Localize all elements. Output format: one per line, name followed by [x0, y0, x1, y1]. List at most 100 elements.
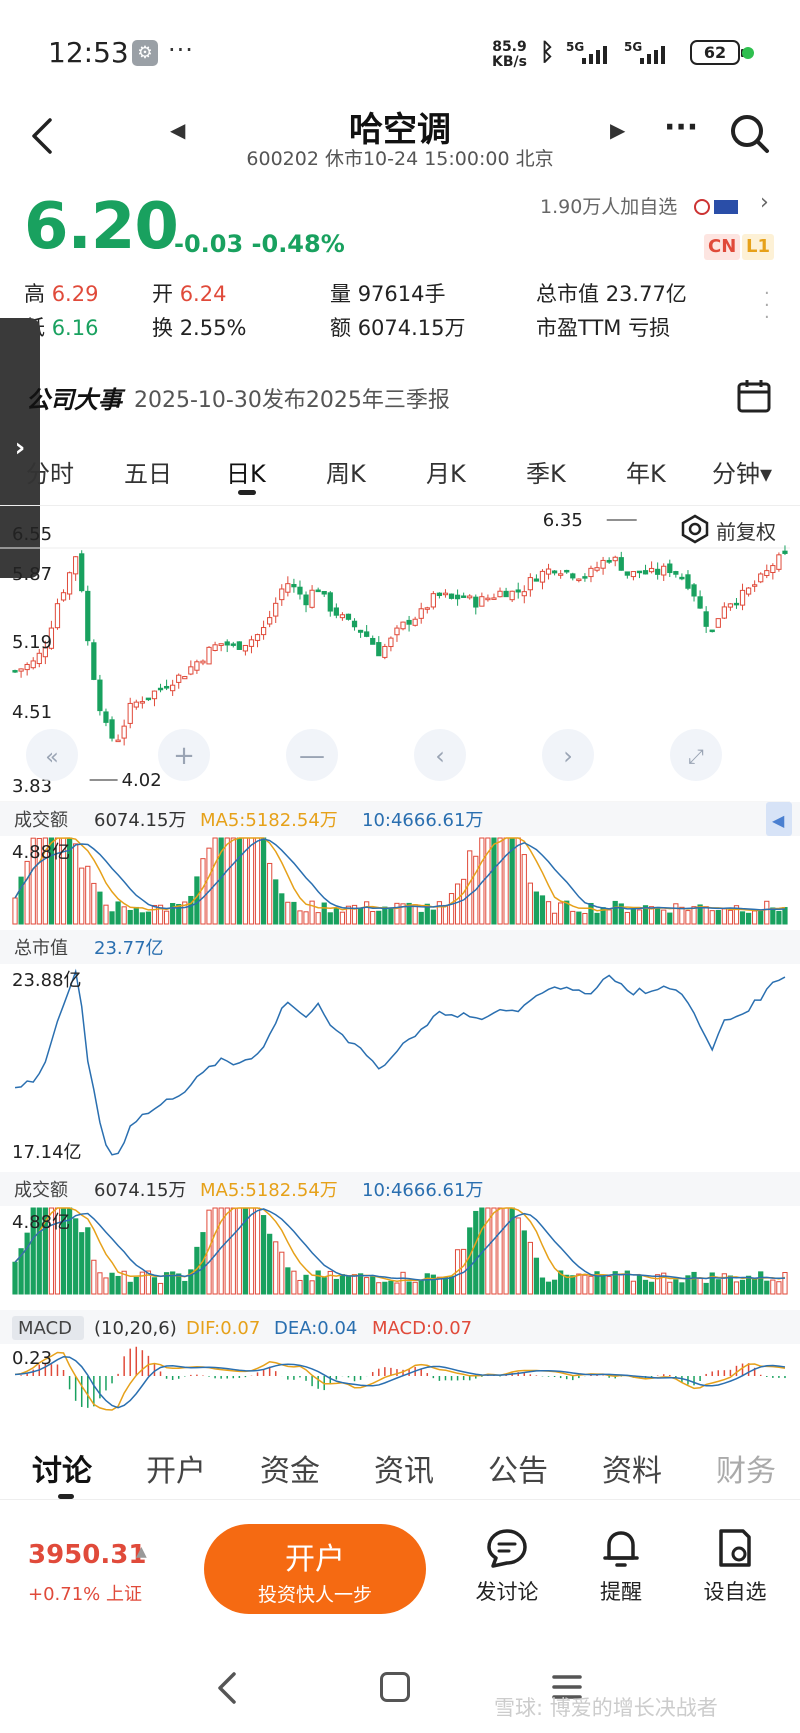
tab-announcements[interactable]: 公告 — [488, 1454, 548, 1489]
volume-bar — [412, 904, 418, 925]
volume-bar — [85, 865, 91, 925]
candle-body — [733, 602, 740, 606]
index-value[interactable]: 3950.31 — [28, 1540, 147, 1570]
tab-news[interactable]: 资讯 — [374, 1454, 434, 1489]
expand-stats-icon[interactable]: · · · — [764, 283, 770, 328]
stock-charts[interactable]: 6.55 5.87 5.19 4.51 3.83 6.35 4.02 « + — ‹ › ⤢… — [0, 506, 800, 1421]
settings-hex-icon[interactable] — [680, 514, 710, 544]
volume-bar — [36, 837, 42, 925]
zoom-out-far-button[interactable] — [26, 729, 78, 781]
add-watchlist-button[interactable]: 设自选 — [690, 1526, 780, 1606]
mktcap-line-path — [14, 968, 786, 1156]
zoom-out-button[interactable] — [286, 729, 338, 781]
fullscreen-button[interactable] — [670, 729, 722, 781]
nav-back-icon[interactable] — [212, 1668, 242, 1708]
side-drawer-handle[interactable]: › — [0, 318, 40, 578]
volume-bar — [206, 847, 212, 925]
search-icon[interactable] — [728, 112, 772, 156]
tab-weekly-k[interactable]: 周K — [326, 460, 366, 488]
volume-bar — [176, 903, 182, 925]
candle-body — [182, 676, 188, 680]
followers-count[interactable]: 1.90万人加自选 — [540, 196, 678, 218]
macd-axis-max: 0.23 — [12, 1348, 52, 1369]
candle-body — [230, 643, 236, 646]
candle-body — [188, 666, 194, 675]
candle-body — [485, 597, 491, 601]
volume-bar — [442, 1276, 449, 1295]
candle-body — [491, 597, 497, 600]
triangle-left-icon: ◀ — [772, 811, 785, 830]
macd-series — [14, 1346, 786, 1411]
bell-icon — [603, 1531, 639, 1567]
collapse-panel-button[interactable] — [766, 802, 792, 836]
back-arrow-icon[interactable] — [24, 114, 64, 158]
adjust-mode-label[interactable]: 前复权 — [716, 520, 776, 544]
volume-bar — [157, 1282, 164, 1295]
volume-ma-line — [14, 838, 785, 911]
tab-minute[interactable]: 分钟▾ — [712, 460, 773, 488]
volume-bar — [224, 1207, 230, 1295]
volume-bar — [230, 837, 236, 925]
nav-home-icon[interactable] — [380, 1672, 410, 1702]
index-change[interactable]: +0.71% 上证 — [28, 1584, 142, 1605]
candle-body — [345, 613, 352, 620]
candle-body — [157, 687, 164, 691]
more-icon[interactable]: ··· — [664, 110, 699, 145]
nav-menu-icon[interactable] — [550, 1670, 584, 1704]
tab-intraday[interactable]: 分时 — [26, 460, 74, 488]
scroll-left-button[interactable] — [414, 729, 466, 781]
tab-funds[interactable]: 资金 — [260, 1454, 320, 1489]
tab-financials[interactable]: 财务 — [716, 1454, 776, 1489]
open-account-button[interactable]: 开户 投资快人一步 — [204, 1524, 426, 1614]
candle-body — [618, 557, 624, 571]
tab-monthly-k[interactable]: 月K — [426, 460, 466, 488]
tab-profile[interactable]: 资料 — [602, 1454, 662, 1489]
chevron-right-icon[interactable]: › — [760, 190, 769, 215]
volume-bar — [776, 1281, 782, 1295]
candle-body — [594, 567, 600, 571]
volume-bar — [448, 1275, 455, 1295]
zoom-in-button[interactable] — [158, 729, 210, 781]
calendar-icon[interactable] — [736, 378, 772, 414]
post-discussion-button[interactable]: 发讨论 — [462, 1526, 552, 1606]
volume-bar — [224, 837, 230, 925]
candle-body — [527, 577, 533, 591]
volume-bar — [163, 1272, 170, 1295]
candle-body — [745, 587, 752, 595]
candle-body — [206, 646, 212, 665]
macd-title[interactable]: MACD — [18, 1318, 72, 1339]
reminder-button[interactable]: 提醒 — [576, 1526, 666, 1606]
next-stock-icon[interactable]: ▶ — [610, 118, 626, 142]
tab-daily-k[interactable]: 日K — [226, 460, 266, 488]
tab-yearly-k[interactable]: 年K — [626, 460, 666, 488]
volume-bar — [109, 911, 115, 925]
candle-body — [521, 591, 527, 597]
tab-account[interactable]: 开户 — [146, 1454, 206, 1489]
volume-bar — [91, 1259, 97, 1295]
status-bar: 12:53 ⚙ ··· 85.9 KB/s ᛒ 5G 5G 62 — [0, 0, 800, 100]
company-events[interactable]: 公司大事 2025-10-30发布2025年三季报 — [0, 368, 800, 428]
candle-body — [297, 586, 303, 595]
scroll-right-button[interactable] — [542, 729, 594, 781]
volume-bar — [79, 867, 85, 925]
candle-body — [473, 596, 479, 608]
tab-five-day[interactable]: 五日 — [124, 460, 172, 488]
volume-bar — [327, 1270, 333, 1295]
tab-quarterly-k[interactable]: 季K — [526, 460, 566, 488]
volume-bar — [715, 1279, 721, 1295]
candle-body — [430, 593, 436, 608]
volume-bar — [121, 1270, 127, 1295]
tab-discussion[interactable]: 讨论 — [32, 1454, 92, 1489]
volume-bar — [297, 1279, 303, 1295]
watchlist-icon — [719, 1529, 751, 1567]
volume-bar — [115, 1275, 121, 1295]
volume-axis-max-2: 4.88亿 — [12, 1212, 70, 1233]
volume-bar — [103, 1277, 109, 1295]
candle-body — [42, 647, 48, 658]
events-label: 公司大事 — [26, 386, 122, 414]
prev-stock-icon[interactable]: ◀ — [170, 118, 186, 142]
chart-area[interactable]: 前复权 6.55 5.87 5.19 4.51 3.83 6.35 4.02 « + — ‹… — [0, 506, 800, 1421]
candle-body — [551, 570, 558, 574]
volume-bar — [612, 900, 618, 925]
candle-body — [357, 629, 364, 633]
